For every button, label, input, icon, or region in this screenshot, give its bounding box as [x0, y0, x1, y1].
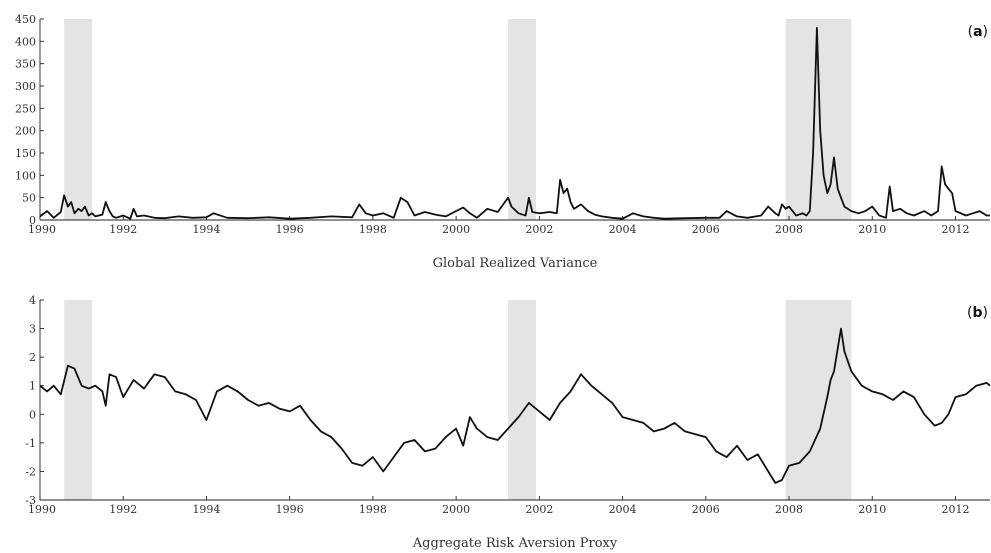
x-tick-label: 1990 [28, 503, 56, 516]
y-tick-label: 0 [29, 214, 36, 227]
x-tick-label: 2004 [609, 503, 637, 516]
y-tick-label: -3 [25, 494, 36, 507]
y-tick-label: 3 [29, 323, 36, 336]
x-axis-label: Aggregate Risk Aversion Proxy [412, 536, 618, 551]
x-tick-label: 1998 [359, 223, 387, 236]
x-tick-label: 2000 [442, 223, 470, 236]
x-tick-label: 2008 [775, 223, 803, 236]
recession-shade [785, 19, 852, 220]
x-tick-label: 2012 [941, 223, 969, 236]
y-tick-label: 400 [15, 35, 36, 48]
y-tick-label: 2 [29, 351, 36, 364]
x-tick-label: 2006 [692, 223, 720, 236]
panel-b-aggregate-risk-aversion: -3 -2 -1 0 1 2 3 4 1990 1992 1994 1996 1998 2000 2002 2… [25, 294, 991, 551]
y-tick-label: 250 [15, 102, 36, 115]
x-tick-label: 2008 [775, 503, 803, 516]
x-tick-label: 2002 [525, 503, 553, 516]
recession-shade [64, 19, 93, 220]
y-tick-label: 4 [29, 294, 36, 307]
panel-label: (b) [967, 305, 988, 321]
y-tick-label: 0 [29, 408, 36, 421]
x-tick-label: 1998 [359, 503, 387, 516]
x-tick-label: 2004 [609, 223, 637, 236]
y-tick-label: -1 [25, 437, 36, 450]
x-tick-label: 2006 [692, 503, 720, 516]
x-tick-label: 2010 [858, 503, 886, 516]
x-axis-label: Global Realized Variance [433, 256, 598, 271]
x-tick-label: 1990 [28, 223, 56, 236]
panel-a-global-realized-variance: 0 50 100 150 200 250 300 350 400 450 1990 1992 1994 1… [15, 13, 990, 271]
recession-shade [64, 300, 93, 500]
x-tick-label: 2000 [442, 503, 470, 516]
y-tick-label: 150 [15, 147, 36, 160]
x-tick-label: 1996 [276, 223, 304, 236]
y-tick-label: 350 [15, 58, 36, 71]
y-tick-label: 50 [22, 192, 36, 205]
y-tick-label: 200 [15, 125, 36, 138]
x-tick-label: 1994 [192, 503, 220, 516]
x-tick-label: 2010 [858, 223, 886, 236]
x-tick-label: 1992 [109, 223, 137, 236]
recession-shade [508, 300, 537, 500]
y-tick-label: -2 [25, 465, 36, 478]
y-tick-label: 1 [29, 380, 36, 393]
panel-label: (a) [968, 24, 988, 40]
x-tick-label: 1996 [276, 503, 304, 516]
recession-shade [508, 19, 537, 220]
x-tick-label: 2002 [525, 223, 553, 236]
series-line [39, 327, 991, 484]
series-line [39, 27, 990, 220]
x-tick-label: 1992 [109, 503, 137, 516]
y-tick-label: 450 [15, 13, 36, 26]
y-tick-label: 300 [15, 80, 36, 93]
x-tick-label: 1994 [192, 223, 220, 236]
x-tick-label: 2012 [941, 503, 969, 516]
y-tick-label: 100 [15, 169, 36, 182]
